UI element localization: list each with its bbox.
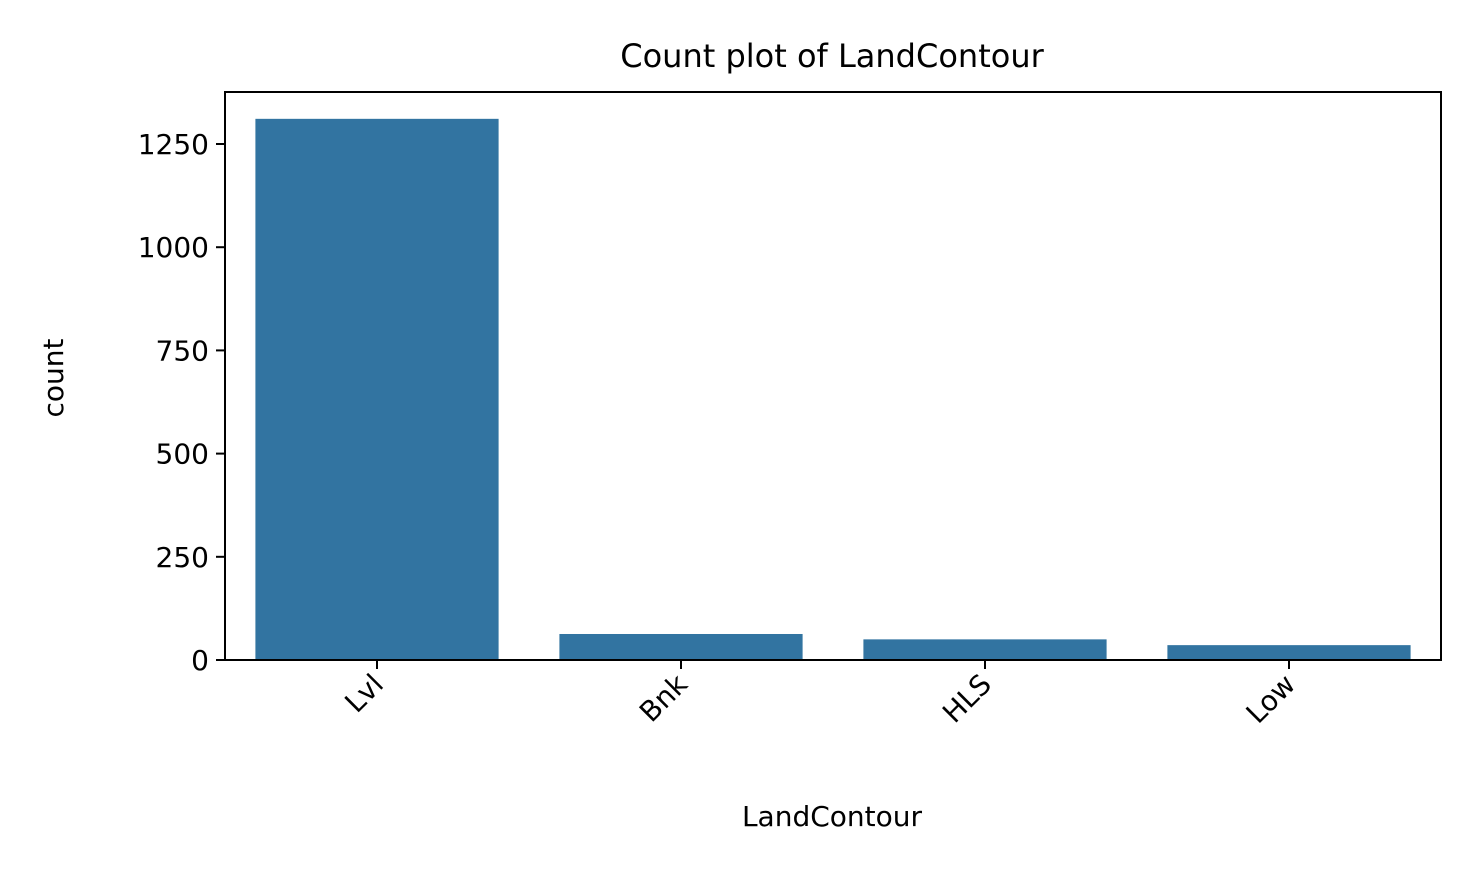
chart-title: Count plot of LandContour <box>620 37 1044 75</box>
y-tick-label: 750 <box>156 334 209 367</box>
y-tick-label: 500 <box>156 438 209 471</box>
bar-bnk <box>559 633 803 660</box>
bar-hls <box>863 639 1107 660</box>
x-tick-label: HLS <box>936 668 998 730</box>
bars-layer <box>255 118 1411 660</box>
bar-low <box>1167 645 1411 660</box>
y-axis: 0 250 500 750 1000 1250 <box>138 128 225 677</box>
x-axis: Lvl Bnk HLS Low <box>338 660 1302 730</box>
y-tick-label: 0 <box>191 644 209 677</box>
plot-frame <box>224 91 1442 661</box>
y-tick-label: 250 <box>156 541 209 574</box>
y-tick-label: 1000 <box>138 231 209 264</box>
x-tick-label: Low <box>1240 668 1302 730</box>
x-axis-label: LandContour <box>742 800 923 833</box>
y-axis-label: count <box>37 338 70 417</box>
y-tick-label: 1250 <box>138 128 209 161</box>
bar-lvl <box>255 118 499 660</box>
x-tick-label: Lvl <box>338 668 390 720</box>
x-tick-label: Bnk <box>633 667 694 728</box>
